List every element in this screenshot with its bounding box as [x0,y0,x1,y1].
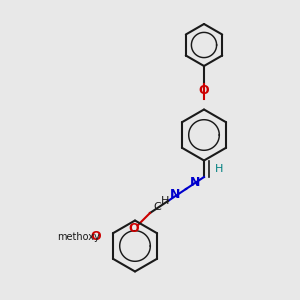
Text: O: O [199,83,209,97]
Text: H: H [214,164,223,175]
Text: O: O [128,221,139,235]
Text: C: C [154,202,161,212]
Text: O: O [91,230,101,244]
Text: N: N [170,188,181,202]
Text: N: N [190,176,200,190]
Text: methoxy: methoxy [57,232,99,242]
Text: H: H [161,196,169,206]
